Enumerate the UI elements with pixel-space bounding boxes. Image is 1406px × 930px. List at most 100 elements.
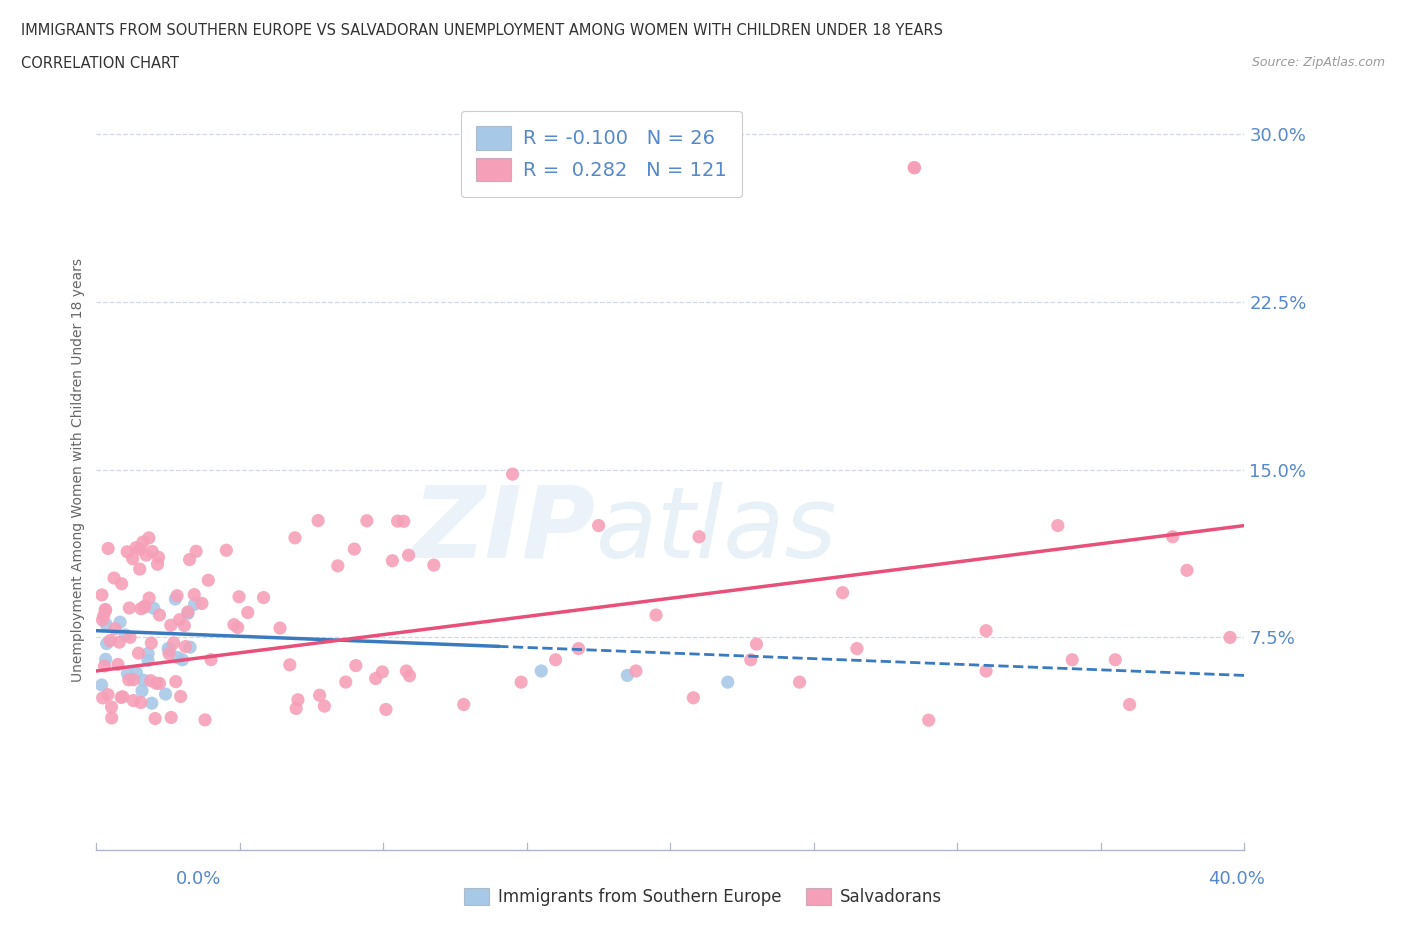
Point	[173, 618, 195, 633]
Point	[129, 695, 152, 710]
Point	[278, 658, 301, 672]
Point	[918, 712, 941, 727]
Point	[903, 160, 925, 175]
Point	[141, 696, 163, 711]
Point	[228, 590, 250, 604]
Point	[567, 641, 589, 656]
Point	[1175, 563, 1198, 578]
Point	[1219, 630, 1241, 644]
Point	[226, 620, 249, 635]
Point	[143, 711, 166, 726]
Point	[285, 701, 308, 716]
Point	[314, 698, 336, 713]
Point	[114, 628, 136, 643]
Point	[616, 668, 638, 683]
Point	[94, 603, 117, 618]
Point	[326, 558, 349, 573]
Point	[90, 678, 112, 693]
Point	[108, 615, 131, 630]
Point	[166, 589, 188, 604]
Point	[717, 674, 740, 689]
Point	[165, 591, 187, 606]
Point	[530, 663, 553, 678]
Point	[141, 635, 163, 650]
Point	[335, 674, 357, 689]
Text: Source: ZipAtlas.com: Source: ZipAtlas.com	[1251, 56, 1385, 69]
Point	[344, 658, 367, 673]
Point	[269, 620, 291, 635]
Point	[91, 690, 114, 705]
Text: 0.0%: 0.0%	[176, 870, 221, 888]
Point	[222, 618, 245, 632]
Point	[111, 689, 134, 704]
Point	[139, 673, 162, 688]
Point	[845, 641, 868, 656]
Point	[588, 518, 610, 533]
Point	[177, 606, 200, 621]
Point	[138, 591, 160, 605]
Point	[1161, 529, 1184, 544]
Point	[129, 542, 152, 557]
Point	[108, 634, 131, 649]
Point	[155, 686, 177, 701]
Point	[398, 548, 420, 563]
Point	[104, 621, 127, 636]
Legend: R = -0.100   N = 26, R =  0.282   N = 121: R = -0.100 N = 26, R = 0.282 N = 121	[461, 111, 742, 197]
Point	[96, 617, 118, 631]
Point	[111, 577, 134, 591]
Text: 40.0%: 40.0%	[1209, 870, 1265, 888]
Point	[110, 690, 132, 705]
Point	[117, 666, 139, 681]
Point	[148, 676, 170, 691]
Point	[128, 645, 150, 660]
Point	[375, 702, 398, 717]
Point	[94, 652, 117, 667]
Point	[118, 672, 141, 687]
Point	[177, 604, 200, 619]
Point	[125, 540, 148, 555]
Point	[122, 693, 145, 708]
Point	[197, 573, 219, 588]
Point	[183, 587, 205, 602]
Point	[645, 607, 668, 622]
Point	[148, 607, 170, 622]
Point	[398, 669, 420, 684]
Point	[544, 652, 567, 667]
Point	[159, 618, 181, 632]
Point	[145, 676, 167, 691]
Point	[179, 640, 201, 655]
Point	[789, 674, 811, 689]
Point	[179, 552, 201, 567]
Point	[128, 562, 150, 577]
Point	[135, 548, 157, 563]
Point	[395, 663, 418, 678]
Point	[252, 591, 274, 605]
Point	[103, 571, 125, 586]
Point	[740, 652, 762, 667]
Point	[510, 674, 533, 689]
Point	[200, 652, 222, 667]
Point	[107, 657, 129, 671]
Point	[125, 665, 148, 680]
Point	[141, 544, 163, 559]
Point	[157, 641, 180, 656]
Point	[100, 699, 122, 714]
Point	[121, 551, 143, 566]
Point	[356, 513, 378, 528]
Point	[1104, 652, 1126, 667]
Point	[134, 599, 156, 614]
Point	[284, 530, 307, 545]
Point	[163, 635, 186, 650]
Text: atlas: atlas	[596, 482, 838, 579]
Point	[122, 672, 145, 687]
Point	[381, 553, 404, 568]
Point	[1046, 518, 1069, 533]
Point	[146, 557, 169, 572]
Point	[90, 588, 112, 603]
Point	[96, 636, 118, 651]
Point	[136, 653, 159, 668]
Point	[93, 658, 115, 673]
Point	[387, 513, 409, 528]
Text: CORRELATION CHART: CORRELATION CHART	[21, 56, 179, 71]
Point	[157, 646, 180, 661]
